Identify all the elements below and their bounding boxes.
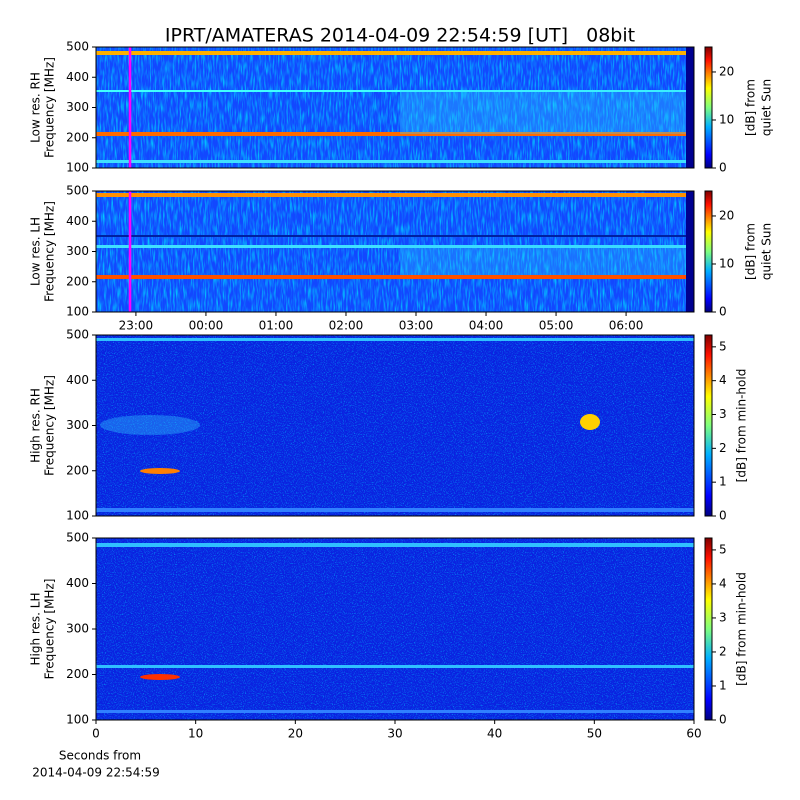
x-axis-label: 2014-04-09 22:54:59	[32, 766, 159, 780]
x-tick-label: 50	[587, 727, 602, 741]
y-tick-label: 400	[66, 576, 89, 590]
y-tick-label: 200	[66, 667, 89, 681]
colorbar-tick-label: 0	[719, 509, 727, 523]
y-tick-label: 500	[66, 328, 89, 342]
y-tick-label: 300	[66, 622, 89, 636]
y-tick-label: 300	[66, 100, 89, 114]
x-tick-label: 02:00	[329, 319, 364, 333]
colorbar	[704, 537, 713, 721]
colorbar-tick-label: 1	[719, 678, 727, 692]
x-tick-label: 40	[487, 727, 502, 741]
y-axis-label: Low res. RH	[29, 72, 43, 143]
x-tick-label: 20	[288, 727, 303, 741]
chart-title: IPRT/AMATERAS 2014-04-09 22:54:59 [UT] 0…	[165, 25, 635, 47]
y-axis-label: High res. LH	[29, 592, 43, 665]
y-tick-label: 400	[66, 373, 89, 387]
y-tick-label: 100	[66, 305, 89, 319]
y-tick-label: 500	[66, 531, 89, 545]
colorbar-tick-label: 2	[719, 644, 727, 658]
colorbar-label: quiet Sun	[760, 79, 774, 136]
y-tick-label: 100	[66, 509, 89, 523]
y-axis-label: Low res. LH	[29, 217, 43, 286]
y-tick-label: 300	[66, 244, 89, 258]
y-tick-label: 100	[66, 713, 89, 727]
colorbar-label: [dB] from min-hold	[735, 572, 749, 686]
colorbar-tick-label: 20	[719, 64, 734, 78]
colorbar-tick-label: 5	[719, 542, 727, 556]
y-tick-label: 500	[66, 40, 89, 54]
y-axis-label: High res. RH	[29, 388, 43, 463]
x-axis-label: Seconds from	[59, 749, 141, 763]
y-axis-label: Frequency [MHz]	[43, 375, 57, 476]
y-tick-label: 300	[66, 418, 89, 432]
colorbar-tick-label: 0	[719, 161, 727, 175]
colorbar-tick-label: 20	[719, 208, 734, 222]
x-tick-label: 0	[92, 727, 100, 741]
x-tick-label: 10	[188, 727, 203, 741]
x-tick-label: 01:00	[259, 319, 294, 333]
y-tick-label: 400	[66, 70, 89, 84]
spectrogram-texture	[96, 47, 694, 720]
colorbar-tick-label: 5	[719, 339, 727, 353]
colorbar-tick-label: 3	[719, 610, 727, 624]
y-tick-label: 400	[66, 214, 89, 228]
colorbar-tick-label: 10	[719, 112, 734, 126]
y-axis-label: Frequency [MHz]	[43, 201, 57, 302]
colorbar-tick-label: 3	[719, 407, 727, 421]
y-tick-label: 500	[66, 184, 89, 198]
colorbar-tick-label: 4	[719, 373, 727, 387]
colorbar-tick-label: 10	[719, 256, 734, 270]
x-tick-label: 06:00	[609, 319, 644, 333]
colorbar-tick-label: 2	[719, 441, 727, 455]
colorbar-label: quiet Sun	[760, 223, 774, 280]
colorbar	[704, 334, 713, 517]
x-tick-label: 00:00	[189, 319, 224, 333]
y-tick-label: 200	[66, 274, 89, 288]
x-tick-label: 03:00	[399, 319, 434, 333]
y-tick-label: 100	[66, 161, 89, 175]
colorbar	[704, 46, 713, 169]
x-tick-label: 60	[686, 727, 701, 741]
x-tick-label: 05:00	[539, 319, 574, 333]
x-tick-label: 30	[387, 727, 402, 741]
colorbar-label: [dB] from min-hold	[735, 369, 749, 483]
colorbar-label: [dB] from	[744, 223, 758, 280]
x-tick-label: 04:00	[469, 319, 504, 333]
colorbar-tick-label: 4	[719, 576, 727, 590]
x-tick-label: 23:00	[119, 319, 154, 333]
y-tick-label: 200	[66, 463, 89, 477]
colorbar	[704, 190, 713, 313]
colorbar-tick-label: 1	[719, 475, 727, 489]
y-tick-label: 200	[66, 130, 89, 144]
y-axis-label: Frequency [MHz]	[43, 579, 57, 680]
colorbar-tick-label: 0	[719, 305, 727, 319]
colorbar-tick-label: 0	[719, 713, 727, 727]
colorbar-label: [dB] from	[744, 79, 758, 136]
y-axis-label: Frequency [MHz]	[43, 57, 57, 158]
